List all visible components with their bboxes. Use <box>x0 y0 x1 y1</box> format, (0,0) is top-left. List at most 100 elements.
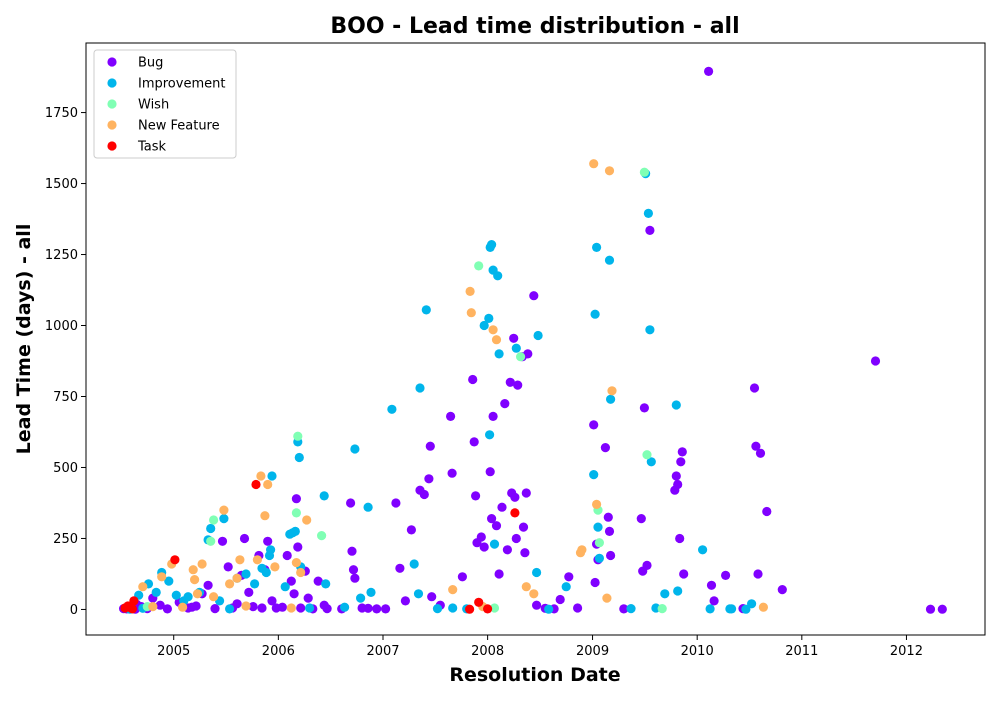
point-bug <box>471 491 481 501</box>
point-improvement <box>183 592 193 602</box>
point-task <box>483 604 493 614</box>
x-tick-label: 2007 <box>366 644 399 659</box>
point-new-feature <box>607 386 617 396</box>
point-new-feature <box>296 567 306 578</box>
point-bug <box>749 383 760 393</box>
point-improvement <box>340 602 350 612</box>
point-task <box>474 597 484 607</box>
point-improvement <box>489 539 500 549</box>
point-bug <box>604 526 615 537</box>
point-new-feature <box>291 558 301 568</box>
point-improvement <box>725 604 735 614</box>
point-new-feature <box>465 286 475 296</box>
point-new-feature <box>491 335 502 345</box>
legend-label-bug: Bug <box>138 56 163 71</box>
point-wish <box>474 261 484 271</box>
legend-marker-wish <box>107 99 117 109</box>
point-improvement <box>544 604 554 614</box>
point-improvement <box>592 242 602 252</box>
point-improvement <box>350 444 360 454</box>
point-improvement <box>479 320 489 331</box>
point-new-feature <box>209 592 219 602</box>
point-bug <box>363 603 373 613</box>
point-new-feature <box>529 589 539 599</box>
y-tick-label: 500 <box>53 461 78 476</box>
point-improvement <box>413 589 424 599</box>
point-wish <box>489 603 500 613</box>
point-improvement <box>705 604 715 614</box>
y-tick-label: 1250 <box>45 248 78 263</box>
point-improvement <box>219 514 229 524</box>
point-bug <box>322 604 332 614</box>
point-bug <box>590 577 600 588</box>
point-wish <box>639 167 650 177</box>
point-improvement <box>409 559 419 569</box>
point-bug <box>529 291 539 301</box>
point-bug <box>751 441 761 451</box>
point-bug <box>291 494 301 504</box>
point-improvement <box>747 599 757 609</box>
point-task <box>465 604 475 614</box>
point-improvement <box>494 349 504 359</box>
point-bug <box>282 550 292 561</box>
point-bug <box>502 545 512 555</box>
point-improvement <box>741 604 751 614</box>
point-bug <box>346 498 356 508</box>
point-improvement <box>484 313 494 323</box>
point-improvement <box>415 383 425 393</box>
point-bug <box>555 594 565 605</box>
point-improvement <box>241 569 251 579</box>
point-bug <box>447 468 457 478</box>
legend-label-wish: Wish <box>138 98 169 113</box>
point-bug <box>511 533 521 544</box>
point-bug <box>446 411 456 421</box>
point-improvement <box>660 589 670 599</box>
point-new-feature <box>197 559 207 569</box>
point-improvement <box>604 255 615 265</box>
x-tick-label: 2010 <box>681 644 714 659</box>
point-bug <box>520 548 530 558</box>
legend-marker-new-feature <box>107 120 117 130</box>
point-new-feature <box>225 579 235 589</box>
point-improvement <box>532 567 542 578</box>
x-axis: 2005 2006 2007 2008 2009 2010 2011 2012 <box>157 635 923 659</box>
point-new-feature <box>488 325 498 335</box>
point-new-feature <box>758 602 769 612</box>
point-new-feature <box>148 602 158 612</box>
point-bug <box>518 522 529 532</box>
point-improvement <box>290 526 300 537</box>
y-axis-label: Lead Time (days) - all <box>13 224 35 455</box>
legend-label-task: Task <box>137 140 167 155</box>
point-bug <box>395 563 405 573</box>
x-tick-label: 2008 <box>471 644 504 659</box>
point-bug <box>589 420 599 430</box>
point-bug <box>753 569 763 579</box>
point-improvement <box>261 567 271 578</box>
point-improvement <box>171 590 181 600</box>
point-bug <box>424 474 434 484</box>
point-bug <box>721 570 731 581</box>
point-improvement <box>561 582 571 592</box>
point-task <box>251 479 261 490</box>
point-bug <box>391 498 401 508</box>
y-tick-label: 0 <box>70 603 78 618</box>
point-bug <box>232 599 242 609</box>
point-new-feature <box>589 159 599 169</box>
point-bug <box>706 580 717 590</box>
point-improvement <box>267 471 277 481</box>
point-bug <box>347 546 357 556</box>
point-improvement <box>387 404 397 414</box>
point-bug <box>223 562 233 572</box>
point-improvement <box>594 553 605 563</box>
point-bug <box>709 596 719 606</box>
point-new-feature <box>592 499 602 509</box>
point-bug <box>187 602 197 612</box>
point-bug <box>257 603 267 613</box>
point-bug <box>677 447 687 457</box>
point-bug <box>203 580 213 590</box>
point-improvement <box>673 586 683 596</box>
point-bug <box>870 356 881 366</box>
point-bug <box>606 550 616 561</box>
point-improvement <box>266 545 276 555</box>
